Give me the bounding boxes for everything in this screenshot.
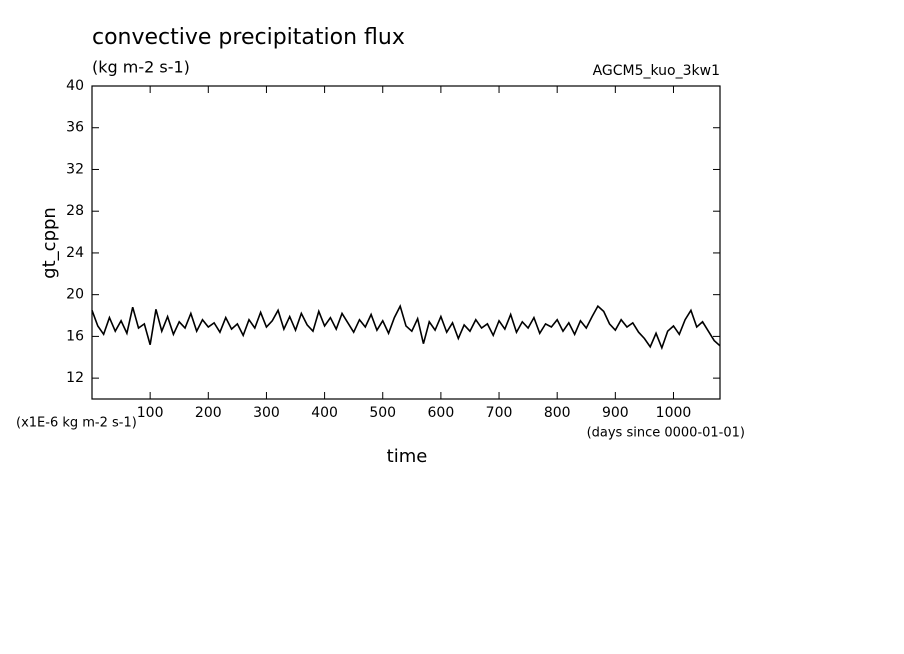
x-tick-label: 500 <box>369 405 396 421</box>
y-axis-label: gt_cppn <box>39 207 60 279</box>
x-tick-label: 300 <box>253 405 280 421</box>
y-unit: (x1E-6 kg m-2 s-1) <box>16 416 137 431</box>
annotation: AGCM5_kuo_3kw1 <box>593 63 720 79</box>
x-tick-label: 400 <box>311 405 338 421</box>
x-tick-label: 900 <box>602 405 629 421</box>
y-tick-label: 32 <box>66 161 84 177</box>
x-tick-label: 700 <box>486 405 513 421</box>
data-line <box>91 303 721 351</box>
plot-frame <box>91 85 721 400</box>
chart-subtitle: (kg m-2 s-1) <box>92 58 190 77</box>
chart-title: convective precipitation flux <box>92 25 405 50</box>
y-tick-label: 40 <box>66 78 84 94</box>
x-unit: (days since 0000-01-01) <box>587 426 745 441</box>
x-tick-label: 600 <box>428 405 455 421</box>
y-tick-label: 36 <box>66 120 84 136</box>
x-tick-label: 800 <box>544 405 571 421</box>
y-tick-label: 28 <box>66 203 84 219</box>
x-tick-label: 1000 <box>656 405 692 421</box>
y-tick-label: 24 <box>66 245 84 261</box>
y-tick-label: 16 <box>66 328 84 344</box>
x-tick-label: 200 <box>195 405 222 421</box>
y-tick-label: 20 <box>66 287 84 303</box>
x-tick-label: 100 <box>137 405 164 421</box>
y-tick-label: 12 <box>66 370 84 386</box>
x-axis-label: time <box>387 446 428 467</box>
